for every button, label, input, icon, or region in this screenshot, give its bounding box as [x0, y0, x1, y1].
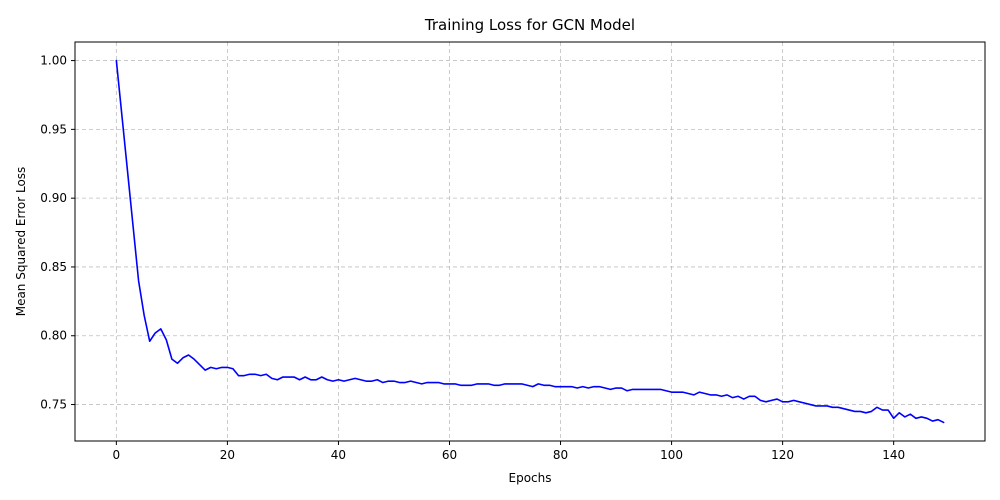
- x-tick-label: 80: [553, 448, 568, 462]
- series-layer: [115, 59, 945, 424]
- x-axis-ticks: 0 20 40 60 80 100 120 140: [113, 441, 905, 462]
- x-tick-label: 20: [220, 448, 235, 462]
- y-tick-label: 0.95: [40, 122, 67, 136]
- loss-series-line: [115, 59, 945, 424]
- y-tick-label: 1.00: [40, 54, 67, 68]
- y-tick-label: 0.75: [40, 398, 67, 412]
- x-tick-label: 40: [331, 448, 346, 462]
- y-axis-ticks: 0.75 0.80 0.85 0.90 0.95 1.00: [40, 54, 75, 412]
- plot-frame: [74, 41, 986, 442]
- y-tick-label: 0.80: [40, 329, 67, 343]
- x-tick-label: 0: [113, 448, 121, 462]
- y-tick-label: 0.85: [40, 260, 67, 274]
- grid-lines: [75, 42, 985, 441]
- chart-title: Training Loss for GCN Model: [424, 16, 635, 34]
- x-axis-label: Epochs: [509, 471, 552, 485]
- x-tick-label: 60: [442, 448, 457, 462]
- y-tick-label: 0.90: [40, 191, 67, 205]
- x-tick-label: 100: [660, 448, 683, 462]
- x-tick-label: 140: [882, 448, 905, 462]
- x-tick-label: 120: [771, 448, 794, 462]
- y-axis-label: Mean Squared Error Loss: [14, 167, 28, 317]
